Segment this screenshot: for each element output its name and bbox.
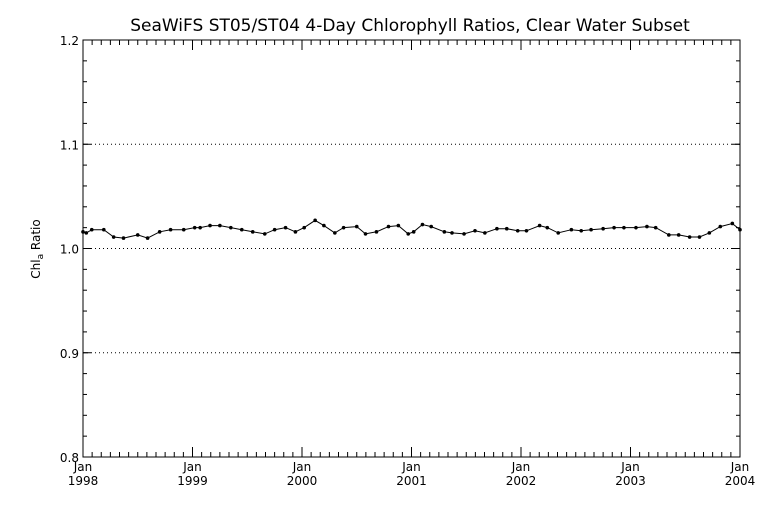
- data-point: [168, 227, 173, 232]
- data-point: [111, 235, 116, 239]
- data-point: [676, 233, 681, 237]
- plot-area: 0.80.91.01.11.2 Jan1998Jan1999Jan2000Jan…: [60, 34, 755, 488]
- series: [81, 218, 742, 240]
- data-point: [363, 232, 368, 236]
- data-point: [707, 231, 712, 235]
- data-point: [341, 225, 346, 230]
- y-axis-label: Chla Ratio: [29, 219, 46, 278]
- x-tick-year-label: 2001: [396, 474, 427, 488]
- data-point: [406, 232, 411, 236]
- data-point: [556, 231, 561, 235]
- x-tick-month-label: Jan: [511, 460, 531, 474]
- y-axis-ticks: 0.8 0.9 1.0 1.1 1.2: [60, 34, 740, 465]
- data-point: [157, 230, 162, 234]
- data-point: [374, 230, 379, 234]
- data-point: [462, 232, 466, 236]
- x-axis-ticks: Jan1998Jan1999Jan2000Jan2001Jan2002Jan20…: [68, 40, 756, 488]
- x-tick-year-label: 1998: [68, 474, 99, 488]
- y-tick-label: 0.9: [60, 347, 79, 361]
- x-tick-month-label: Jan: [73, 460, 93, 474]
- chart-title: SeaWiFS ST05/ST04 4-Day Chlorophyll Rati…: [130, 16, 690, 36]
- data-point: [229, 225, 233, 230]
- data-point: [250, 230, 255, 234]
- data-point: [135, 233, 140, 237]
- x-tick-year-label: 2002: [506, 474, 537, 488]
- data-point: [515, 228, 520, 233]
- data-point: [145, 236, 150, 240]
- data-point: [102, 227, 106, 232]
- data-point: [84, 231, 89, 235]
- data-point: [687, 235, 692, 239]
- data-point: [322, 223, 326, 228]
- data-point: [208, 223, 212, 228]
- data-point: [537, 223, 542, 228]
- series-line: [82, 219, 741, 239]
- data-point: [579, 228, 584, 233]
- data-point: [589, 227, 593, 232]
- x-tick-month-label: Jan: [182, 460, 202, 474]
- x-tick-month-label: Jan: [620, 460, 640, 474]
- data-point: [411, 230, 416, 234]
- y-axis-label-subscript: a: [36, 254, 46, 260]
- data-point: [198, 225, 202, 230]
- data-point: [192, 225, 197, 230]
- data-point: [612, 225, 616, 230]
- data-point: [333, 231, 337, 235]
- data-point: [718, 224, 723, 229]
- x-tick-year-label: 2000: [287, 474, 318, 488]
- data-point: [81, 230, 85, 234]
- data-point: [272, 227, 277, 232]
- data-point: [645, 224, 649, 229]
- x-tick-year-label: 2004: [725, 474, 756, 488]
- data-point: [396, 223, 401, 228]
- x-tick-month-label: Jan: [292, 460, 312, 474]
- data-point: [730, 221, 735, 226]
- data-point: [181, 227, 186, 232]
- data-point: [450, 231, 454, 235]
- data-point: [473, 228, 477, 233]
- data-point: [420, 222, 425, 227]
- data-point: [313, 218, 317, 223]
- data-point: [504, 226, 509, 231]
- data-point: [634, 225, 638, 230]
- grid-lines: [83, 143, 740, 354]
- data-point: [283, 225, 288, 230]
- y-tick-label: 1.2: [60, 34, 79, 48]
- data-point: [121, 236, 126, 240]
- data-point: [601, 226, 605, 231]
- data-point: [622, 225, 626, 230]
- y-tick-label: 1.1: [60, 138, 79, 152]
- data-point: [667, 233, 671, 237]
- data-point: [302, 225, 306, 230]
- y-tick-label: 1.0: [60, 243, 79, 257]
- y-axis-label-rest: Ratio: [29, 219, 43, 254]
- data-point: [354, 224, 359, 229]
- x-tick-month-label: Jan: [730, 460, 750, 474]
- data-point: [239, 227, 244, 232]
- x-tick-month-label: Jan: [401, 460, 421, 474]
- y-tick-label: 0.8: [60, 451, 79, 465]
- data-point: [293, 230, 298, 234]
- data-point: [218, 223, 222, 228]
- data-point: [569, 227, 574, 232]
- y-axis-label-main: Chl: [29, 259, 43, 278]
- data-point: [483, 231, 487, 235]
- x-tick-year-label: 1999: [177, 474, 208, 488]
- data-point: [262, 232, 267, 236]
- data-point: [89, 227, 94, 232]
- data-point: [738, 227, 742, 232]
- data-point: [697, 235, 702, 239]
- data-point: [495, 226, 499, 231]
- x-tick-year-label: 2003: [615, 474, 646, 488]
- data-point: [545, 225, 550, 230]
- data-point: [442, 230, 447, 234]
- data-point: [653, 225, 658, 230]
- data-point: [524, 228, 529, 233]
- data-point: [429, 224, 434, 229]
- data-point: [386, 224, 391, 229]
